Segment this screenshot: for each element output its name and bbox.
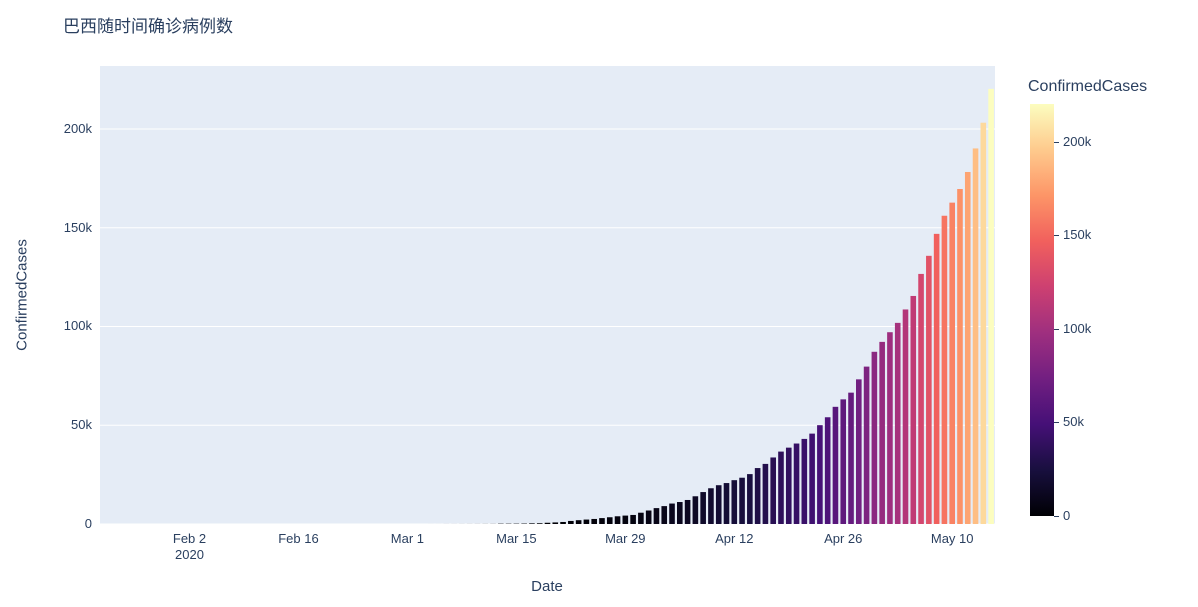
bar[interactable]	[684, 499, 691, 524]
colorbar-gradient	[1030, 104, 1054, 516]
x-tick-label: May 10	[930, 531, 974, 546]
bar[interactable]	[606, 517, 613, 524]
bar[interactable]	[552, 522, 559, 524]
bar[interactable]	[715, 485, 722, 524]
bar[interactable]	[661, 506, 668, 524]
bar[interactable]	[536, 523, 543, 524]
x-tick-label: Mar 1	[390, 531, 425, 546]
x-tick-label: Apr 26	[824, 531, 863, 546]
bar[interactable]	[793, 443, 800, 524]
bar[interactable]	[785, 447, 792, 524]
bar[interactable]	[902, 309, 909, 524]
bar[interactable]	[739, 477, 745, 524]
x-axis-title: Date	[531, 578, 563, 595]
chart-title: 巴西随时间确诊病例数	[63, 17, 233, 36]
colorbar-title: ConfirmedCases	[1028, 78, 1148, 95]
bar[interactable]	[723, 483, 730, 524]
bar[interactable]	[544, 522, 551, 524]
bar[interactable]	[560, 521, 566, 524]
x-tick-label: Apr 12	[715, 531, 754, 546]
x-tick-label: Feb 16	[278, 531, 319, 546]
bar[interactable]	[941, 215, 948, 524]
bar[interactable]	[856, 379, 862, 524]
bar[interactable]	[583, 519, 590, 524]
bar-chart-canvas	[100, 88, 995, 525]
y-tick-label: 200k	[63, 120, 92, 136]
bar[interactable]	[700, 492, 706, 524]
bar[interactable]	[575, 520, 582, 524]
bar[interactable]	[988, 88, 994, 524]
y-tick-label: 50k	[71, 417, 92, 433]
bar[interactable]	[591, 518, 597, 524]
bar[interactable]	[645, 510, 652, 525]
colorbar-tick-label: 100k	[1063, 320, 1092, 336]
bar[interactable]	[980, 122, 987, 524]
bar[interactable]	[614, 516, 621, 524]
bar[interactable]	[747, 474, 753, 524]
bar[interactable]	[770, 457, 776, 524]
x-tick-label: Feb 2 2020	[145, 531, 235, 563]
bar[interactable]	[529, 523, 535, 524]
bar[interactable]	[731, 480, 738, 524]
bar[interactable]	[599, 518, 605, 524]
colorbar-tick-mark	[1054, 328, 1059, 330]
bar[interactable]	[933, 233, 940, 524]
bar[interactable]	[832, 406, 839, 524]
bar[interactable]	[949, 202, 955, 524]
bar[interactable]	[910, 295, 917, 524]
y-tick-label: 150k	[63, 219, 92, 235]
colorbar-tick-mark	[1054, 422, 1059, 424]
bar[interactable]	[863, 366, 870, 524]
bar[interactable]	[871, 351, 878, 524]
bar[interactable]	[887, 332, 893, 524]
x-tick-label: Mar 29	[605, 531, 646, 546]
bar[interactable]	[894, 322, 901, 524]
bar[interactable]	[824, 417, 831, 524]
bar[interactable]	[926, 255, 932, 524]
bar[interactable]	[638, 512, 644, 524]
x-tick-sublabel: 2020	[175, 547, 204, 562]
bar[interactable]	[754, 468, 761, 524]
bar[interactable]	[708, 488, 714, 524]
y-tick-label: 100k	[63, 318, 92, 334]
bar[interactable]	[840, 399, 847, 524]
bar[interactable]	[809, 433, 815, 524]
bar[interactable]	[568, 520, 574, 524]
colorbar-tick-label: 50k	[1063, 414, 1084, 430]
bar[interactable]	[801, 438, 808, 524]
bar[interactable]	[957, 189, 963, 524]
colorbar-tick-mark	[1054, 235, 1059, 237]
colorbar-tick-label: 0	[1063, 508, 1071, 523]
bar[interactable]	[879, 341, 885, 524]
bar[interactable]	[669, 503, 675, 524]
bar[interactable]	[630, 514, 636, 524]
bar[interactable]	[653, 508, 660, 524]
y-tick-label: 0	[84, 516, 92, 531]
bar[interactable]	[692, 496, 699, 524]
bar[interactable]	[677, 502, 683, 524]
bar[interactable]	[964, 171, 971, 524]
bar[interactable]	[817, 425, 823, 524]
bar[interactable]	[622, 515, 629, 524]
plot-area[interactable]	[100, 66, 995, 524]
bar[interactable]	[778, 451, 784, 524]
bar[interactable]	[972, 148, 979, 524]
bar[interactable]	[762, 463, 769, 524]
colorbar-tick-mark	[1054, 141, 1059, 143]
x-tick-label: Mar 15	[496, 531, 537, 546]
colorbar-tick-label: 150k	[1063, 227, 1092, 243]
bar[interactable]	[848, 392, 854, 524]
colorbar-tick-mark	[1054, 516, 1059, 517]
colorbar-tick-label: 200k	[1063, 133, 1092, 149]
bar[interactable]	[918, 273, 924, 524]
